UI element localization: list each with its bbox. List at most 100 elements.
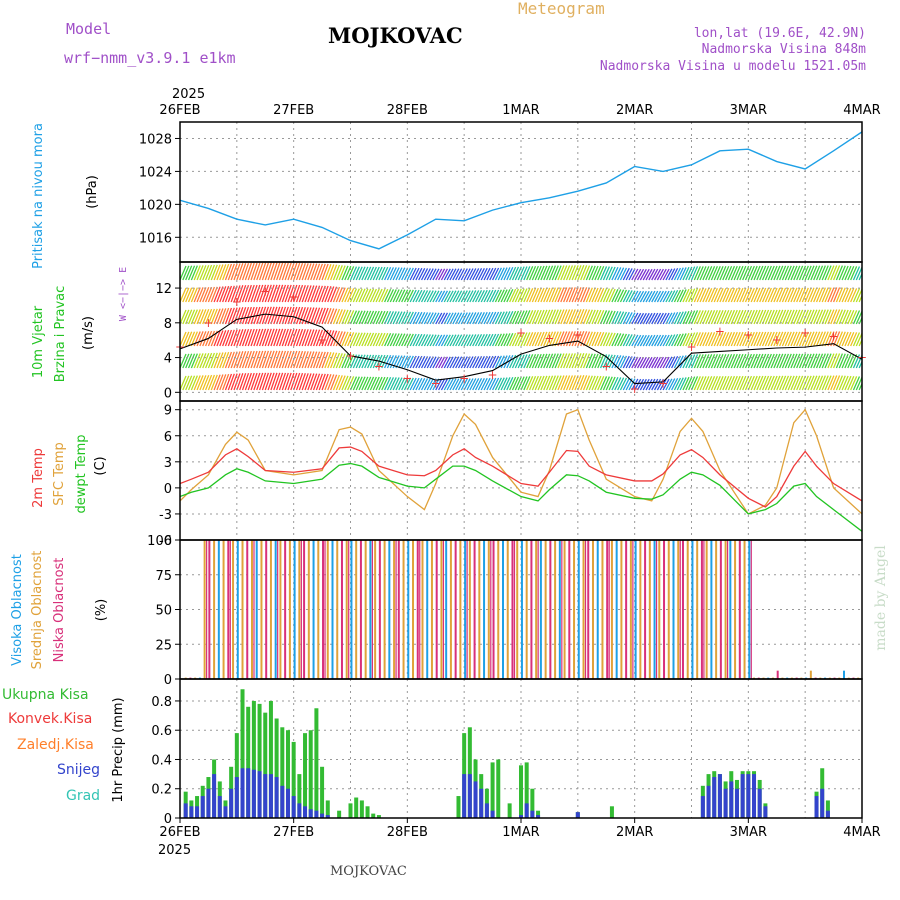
snow-bar — [490, 810, 495, 818]
ytick-label: 8 — [164, 317, 172, 332]
sfctemp-label: SFC Temp — [52, 442, 67, 506]
credit-label: made by Angel — [873, 545, 889, 651]
gust-marker: + — [374, 359, 384, 373]
legend-graupel: Grad — [66, 788, 100, 804]
snow-bar — [820, 788, 825, 818]
ytick-label: 0 — [164, 386, 172, 401]
snow-bar — [257, 771, 262, 818]
snow-bar — [189, 806, 194, 818]
precip-bar — [240, 689, 245, 818]
gust-marker: + — [232, 295, 242, 309]
dewpt-label: dewpt Temp — [74, 434, 89, 513]
legend-snow: Snijeg — [57, 762, 100, 778]
gust-marker: + — [459, 371, 469, 385]
snow-bar — [712, 777, 717, 818]
precip-bar — [609, 806, 614, 818]
snow-bar — [752, 774, 757, 818]
precip-bar — [274, 718, 279, 818]
snow-bar — [280, 785, 285, 818]
wind-field — [180, 262, 862, 391]
snow-bar — [530, 810, 535, 818]
snow-bar — [723, 788, 728, 818]
year-bottom: 2025 — [158, 843, 191, 858]
gust-marker: + — [630, 382, 640, 396]
precip-bar — [268, 700, 273, 818]
precip-bar — [456, 796, 461, 818]
snow-bar — [217, 796, 222, 818]
panel-frame — [179, 121, 863, 263]
snow-bar — [308, 809, 313, 818]
snow-bar — [200, 796, 205, 818]
temp-unit: (C) — [93, 456, 108, 475]
precip-bar — [303, 733, 308, 818]
ytick-label: 9 — [164, 404, 172, 419]
precip-bar — [490, 762, 495, 818]
ytick-label: -6 — [159, 534, 172, 549]
ytick-label: 75 — [155, 569, 172, 584]
legend-frozen: Zaledj.Kisa — [17, 737, 94, 753]
gust-marker: + — [317, 333, 327, 347]
gust-marker: + — [800, 326, 810, 340]
lonlat-label: lon,lat (19.6E, 42.9N) — [694, 26, 866, 41]
low-cloud-label: Niska Oblacnost — [52, 558, 67, 663]
snow-bar — [467, 774, 472, 818]
precip-bar — [280, 727, 285, 818]
precip-bar — [519, 765, 523, 818]
top-date-label: 28FEB — [387, 103, 428, 118]
snow-bar — [206, 788, 211, 818]
model-name: wrf−nmm_v3.9.1 e1km — [64, 49, 236, 67]
precip-bar — [308, 730, 313, 818]
legend-total: Ukupna Kisa — [2, 687, 89, 703]
bottom-date-label: 4MAR — [843, 825, 880, 840]
top-date-label: 26FEB — [159, 103, 200, 118]
precip-bar — [530, 788, 535, 818]
ytick-label: 1016 — [139, 231, 172, 246]
snow-bar — [183, 803, 188, 818]
panel-frame — [179, 400, 863, 541]
snow-bar — [473, 781, 478, 818]
page-title: MOJKOVAC — [328, 23, 463, 48]
ytick-label: 0.4 — [151, 753, 172, 768]
gust-marker: + — [772, 333, 782, 347]
precip-bars — [183, 689, 830, 818]
precip-bar — [257, 703, 262, 818]
precip-bar — [314, 708, 319, 818]
ytick-label: 0 — [164, 812, 172, 827]
gust-marker: + — [573, 328, 583, 342]
temp2m-line — [180, 446, 862, 508]
top-date-label: 4MAR — [843, 103, 880, 118]
snow-bar — [263, 774, 268, 818]
snow-bar — [462, 774, 467, 818]
precip-bar — [337, 810, 342, 818]
precip-bar — [536, 810, 541, 818]
wind-title-2: Brzina i Pravac — [53, 286, 68, 383]
ytick-label: 6 — [164, 430, 172, 445]
elevation-label: Nadmorska Visina 848m — [702, 42, 867, 57]
precip-bar — [263, 712, 268, 818]
ytick-label: 0.6 — [151, 724, 172, 739]
snow-bar — [268, 774, 273, 818]
gust-marker: + — [260, 285, 270, 299]
wind-title: 10m Vjetar — [31, 305, 46, 378]
precip-bar — [234, 733, 239, 818]
gust-marker: + — [402, 371, 412, 385]
snow-bar — [240, 768, 245, 818]
mid-cloud-label: Srednja Oblacnost — [30, 551, 45, 670]
bottom-date-label: 1MAR — [502, 825, 539, 840]
footer-title: MOJKOVAC — [330, 864, 407, 879]
snow-bar — [729, 781, 734, 818]
pressure-unit: (hPa) — [85, 175, 100, 209]
precip-unit: 1hr Precip (mm) — [111, 697, 126, 802]
bottom-date-label: 26FEB — [159, 825, 200, 840]
snow-bar — [274, 777, 279, 818]
snow-bar — [195, 806, 200, 818]
snow-bar — [229, 788, 234, 818]
snow-bar — [484, 803, 489, 818]
precip-bar — [507, 803, 512, 818]
snow-bar — [536, 815, 541, 818]
precip-bar — [496, 759, 501, 818]
gust-marker: + — [289, 290, 299, 304]
precip-bar — [291, 741, 296, 818]
snow-bar — [717, 774, 722, 818]
